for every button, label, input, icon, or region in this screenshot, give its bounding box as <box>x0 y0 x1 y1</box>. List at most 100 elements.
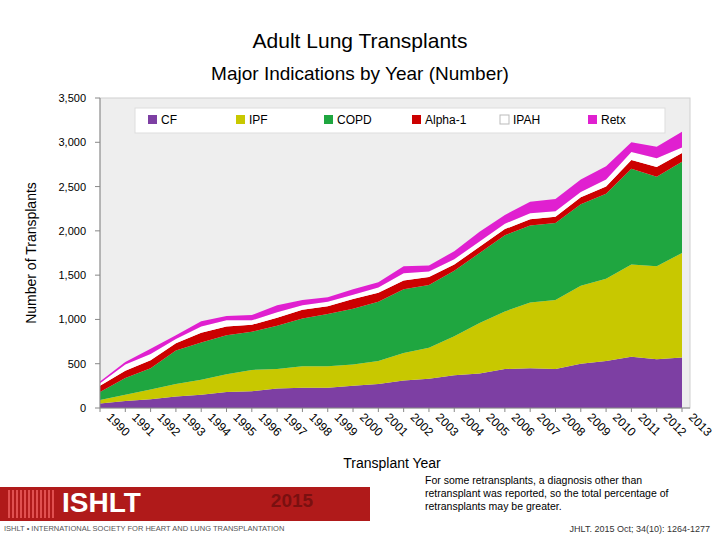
society-text: ISHLT • INTERNATIONAL SOCIETY FOR HEART … <box>4 524 284 533</box>
x-tick <box>125 408 126 412</box>
citation: JHLT. 2015 Oct; 34(10): 1264-1277 <box>570 524 710 534</box>
x-axis-label: Transplant Year <box>343 455 441 471</box>
y-axis <box>100 98 101 408</box>
x-tick-label: 2009 <box>585 410 614 439</box>
y-tick <box>95 98 100 99</box>
x-tick <box>302 408 303 412</box>
area-retx <box>100 132 682 384</box>
y-axis-label: Number of Transplants <box>23 182 39 324</box>
logo-stripe <box>16 490 18 518</box>
x-tick-label: 2005 <box>483 410 512 439</box>
logo-stripe <box>40 490 42 518</box>
x-tick-label: 2011 <box>635 410 663 438</box>
legend-swatch <box>236 115 245 124</box>
x-tick-label: 1992 <box>154 410 183 439</box>
x-axis <box>100 408 690 409</box>
legend-label: CF <box>161 113 177 127</box>
x-tick-label: 2010 <box>610 410 639 439</box>
logo-stripe <box>48 490 50 518</box>
x-tick-label: 1993 <box>180 410 209 439</box>
x-tick <box>251 408 252 412</box>
x-tick-label: 2007 <box>534 410 563 439</box>
x-tick <box>656 408 657 412</box>
x-tick <box>504 408 505 412</box>
legend-box <box>135 108 665 133</box>
legend-label: Alpha-1 <box>425 113 467 127</box>
x-tick <box>353 408 354 412</box>
legend-swatch <box>500 115 509 124</box>
title: Adult Lung Transplants <box>253 29 468 52</box>
x-tick-label: 2008 <box>559 410 588 439</box>
x-tick <box>201 408 202 412</box>
x-tick-label: 2002 <box>408 410 437 439</box>
x-tick <box>428 408 429 412</box>
x-tick <box>454 408 455 412</box>
logo-stripe <box>12 490 14 518</box>
x-tick-label: 1994 <box>205 410 234 439</box>
legend-swatch <box>588 115 597 124</box>
legend-swatch <box>324 115 333 124</box>
x-tick-label: 1995 <box>230 410 259 439</box>
legend-label: IPAH <box>513 113 540 127</box>
y-tick <box>95 142 100 143</box>
x-tick <box>378 408 379 412</box>
x-tick-label: 2003 <box>433 410 462 439</box>
y-tick-label: 1,500 <box>58 269 86 281</box>
x-tick-label: 1998 <box>306 410 335 439</box>
x-tick-label: 1999 <box>332 410 361 439</box>
x-tick <box>327 408 328 412</box>
x-tick <box>580 408 581 412</box>
x-tick-label: 2013 <box>686 410 715 439</box>
y-tick-label: 1,000 <box>58 313 86 325</box>
y-tick <box>95 363 100 364</box>
footnote: For some retransplants, a diagnosis othe… <box>425 474 700 513</box>
x-tick-label: 2000 <box>357 410 386 439</box>
x-tick-label: 1996 <box>256 410 285 439</box>
logo-stripe <box>8 490 10 518</box>
logo-stripe <box>52 490 54 518</box>
legend-swatch <box>412 115 421 124</box>
x-tick <box>555 408 556 412</box>
y-tick-label: 0 <box>80 402 86 414</box>
logo-stripe <box>24 490 26 518</box>
y-tick <box>95 186 100 187</box>
y-tick-label: 2,500 <box>58 181 86 193</box>
y-tick-label: 2,000 <box>58 225 86 237</box>
logo-stripe <box>20 490 22 518</box>
x-tick-label: 1997 <box>281 410 310 439</box>
x-tick-label: 2004 <box>458 410 487 439</box>
x-tick <box>150 408 151 412</box>
y-tick <box>95 230 100 231</box>
year-text: 2015 <box>271 490 314 511</box>
areas <box>100 132 682 408</box>
logo-bar <box>0 487 370 521</box>
x-tick <box>226 408 227 412</box>
legend-label: COPD <box>337 113 372 127</box>
legend-label: IPF <box>249 113 268 127</box>
x-tick <box>175 408 176 412</box>
y-tick-label: 500 <box>68 358 86 370</box>
subtitle: Major Indications by Year (Number) <box>211 63 509 84</box>
x-tick <box>403 408 404 412</box>
y-tick <box>95 408 100 409</box>
logo-stripe <box>36 490 38 518</box>
x-tick <box>479 408 480 412</box>
y-tick <box>95 275 100 276</box>
logo-stripe <box>44 490 46 518</box>
x-tick-label: 1990 <box>104 410 133 439</box>
x-tick-label: 2012 <box>661 410 690 439</box>
logo-stripe <box>32 490 34 518</box>
legend-swatch <box>148 115 157 124</box>
x-tick-label: 1991 <box>129 410 158 439</box>
x-tick-label: 2006 <box>509 410 538 439</box>
x-tick-label: 2001 <box>382 410 411 439</box>
y-tick-label: 3,000 <box>58 136 86 148</box>
x-tick <box>530 408 531 412</box>
x-tick <box>277 408 278 412</box>
legend-label: Retx <box>601 113 626 127</box>
y-tick-label: 3,500 <box>58 92 86 104</box>
x-tick <box>682 408 683 412</box>
plot-background <box>100 98 690 408</box>
x-tick <box>606 408 607 412</box>
x-tick <box>100 408 101 412</box>
